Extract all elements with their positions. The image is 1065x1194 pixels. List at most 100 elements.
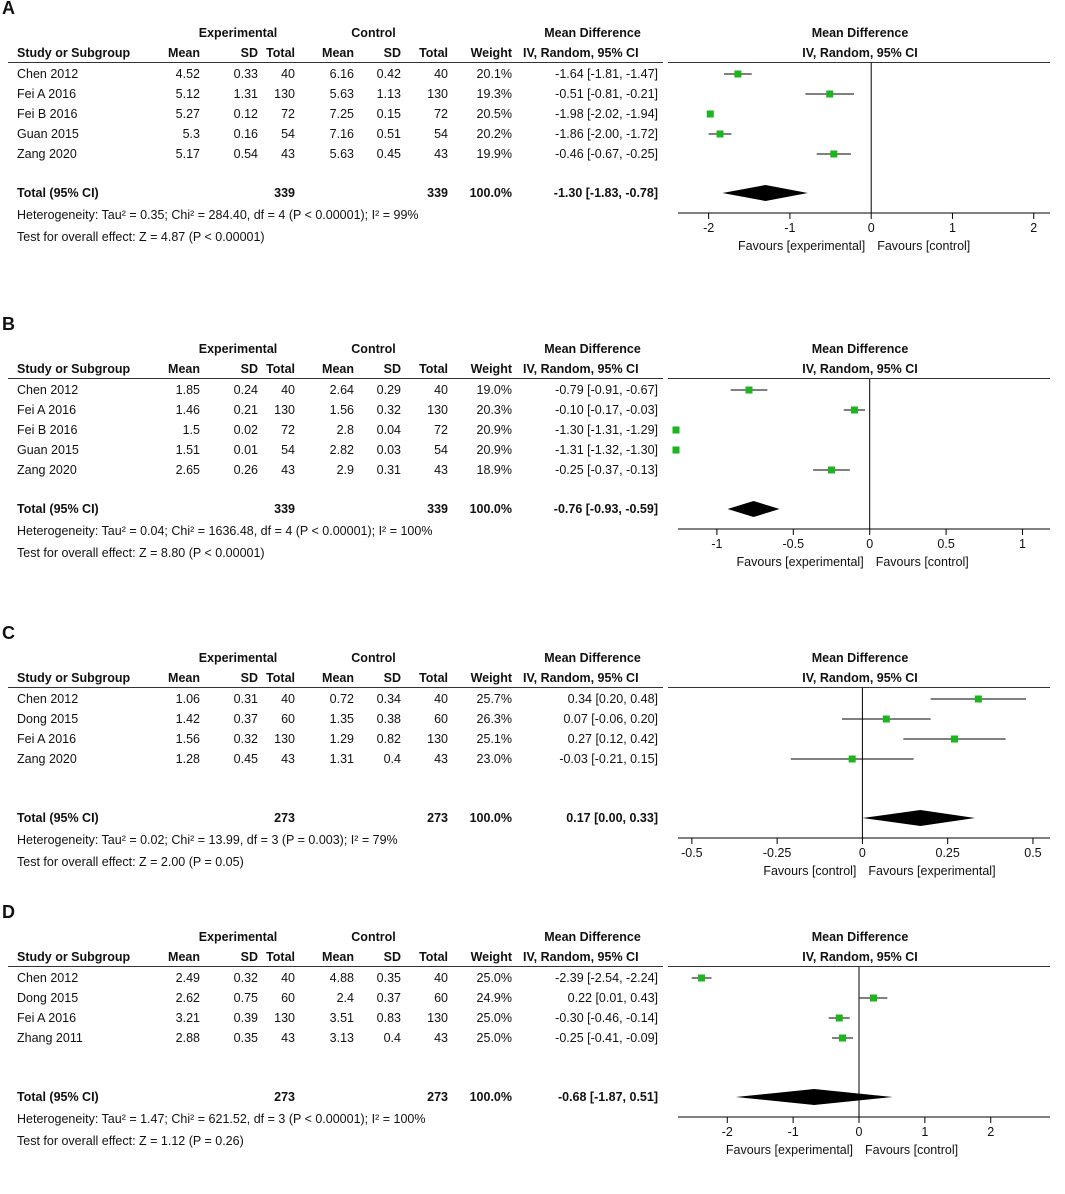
ci-value: -1.64 [-1.81, -1.47]	[555, 67, 658, 81]
ctrl-mean: 2.82	[329, 443, 354, 457]
ctrl-total: 54	[434, 443, 448, 457]
study-name: Dong 2015	[17, 712, 79, 726]
x-tick-label: 0	[868, 221, 875, 235]
exp-mean: 2.65	[175, 463, 200, 477]
x-tick-label: -0.5	[783, 537, 805, 551]
mean-difference-header: Mean Difference	[544, 651, 641, 665]
ctrl-total-header: Total	[419, 671, 448, 685]
weight-header: Weight	[470, 671, 512, 685]
exp-sd: 1.31	[233, 87, 258, 101]
study-name: Zang 2020	[17, 147, 77, 161]
exp-mean-header: Mean	[168, 950, 200, 964]
total-ci: -1.30 [-1.83, -0.78]	[553, 186, 658, 200]
ctrl-sd: 0.42	[376, 67, 401, 81]
ctrl-sd-header: SD	[383, 950, 401, 964]
ctrl-total: 40	[434, 67, 448, 81]
overall-effect-text: Test for overall effect: Z = 2.00 (P = 0…	[17, 855, 244, 869]
exp-sd: 0.24	[233, 383, 258, 397]
total-weight: 100.0%	[469, 1090, 512, 1104]
panel-label: D	[2, 902, 15, 922]
study-point	[672, 426, 680, 434]
study-point	[882, 715, 890, 723]
study-name: Zhang 2011	[17, 1031, 83, 1045]
favours-right-label: Favours [control]	[865, 1143, 958, 1157]
ctrl-sd: 0.34	[376, 692, 401, 706]
exp-mean: 4.52	[175, 67, 200, 81]
weight-header: Weight	[470, 46, 512, 60]
exp-total-header: Total	[266, 671, 295, 685]
x-tick-label: 1	[1019, 537, 1026, 551]
favours-left-label: Favours [experimental]	[726, 1143, 853, 1157]
total-ctrl-n: 339	[427, 186, 448, 200]
control-header: Control	[351, 930, 396, 944]
weight: 18.9%	[476, 463, 512, 477]
ctrl-mean: 4.88	[329, 971, 354, 985]
study-point	[706, 110, 714, 118]
study-point	[974, 695, 982, 703]
ci-value: -0.30 [-0.46, -0.14]	[555, 1011, 658, 1025]
exp-total-header: Total	[266, 950, 295, 964]
overall-effect-text: Test for overall effect: Z = 4.87 (P < 0…	[17, 230, 265, 244]
mean-difference-header: Mean Difference	[544, 342, 641, 356]
ctrl-sd: 0.29	[376, 383, 401, 397]
total-weight: 100.0%	[469, 811, 512, 825]
exp-total: 40	[281, 67, 295, 81]
total-exp-n: 273	[274, 1090, 295, 1104]
forest-header-rule	[668, 687, 1050, 688]
exp-mean: 1.85	[175, 383, 200, 397]
exp-mean: 1.42	[175, 712, 200, 726]
ctrl-total: 72	[434, 107, 448, 121]
ci-value: -0.25 [-0.41, -0.09]	[555, 1031, 658, 1045]
ctrl-total: 130	[427, 732, 448, 746]
exp-sd: 0.33	[233, 67, 258, 81]
exp-total: 43	[281, 147, 295, 161]
forest-plot-panel-c: C Experimental Control Mean Difference Mean …	[0, 623, 1065, 895]
exp-total: 72	[281, 107, 295, 121]
study-name: Guan 2015	[17, 443, 79, 457]
exp-sd: 0.54	[233, 147, 258, 161]
ci-value: 0.34 [0.20, 0.48]	[567, 692, 658, 706]
mean-difference-header: Mean Difference	[544, 26, 641, 40]
exp-sd: 0.01	[233, 443, 258, 457]
exp-total: 60	[281, 712, 295, 726]
pooled-effect-diamond	[735, 1089, 893, 1105]
exp-sd: 0.26	[233, 463, 258, 477]
ctrl-sd: 0.45	[376, 147, 401, 161]
ctrl-sd: 0.37	[376, 991, 401, 1005]
exp-sd-header: SD	[240, 950, 258, 964]
favours-left-label: Favours [control]	[763, 864, 856, 878]
ctrl-mean: 2.9	[336, 463, 354, 477]
ctrl-total: 130	[427, 1011, 448, 1025]
ctrl-mean-header: Mean	[322, 362, 354, 376]
ci-header: IV, Random, 95% CI	[523, 671, 639, 685]
ci-value: -1.86 [-2.00, -1.72]	[555, 127, 658, 141]
x-tick-label: -0.25	[763, 846, 792, 860]
exp-sd: 0.02	[233, 423, 258, 437]
ctrl-sd-header: SD	[383, 46, 401, 60]
x-tick-label: -1	[788, 1125, 799, 1139]
ctrl-sd: 0.03	[376, 443, 401, 457]
ctrl-sd: 0.51	[376, 127, 401, 141]
exp-mean: 2.62	[175, 991, 200, 1005]
exp-sd: 0.16	[233, 127, 258, 141]
ci-value: 0.22 [0.01, 0.43]	[567, 991, 658, 1005]
exp-total: 130	[274, 87, 295, 101]
study-point	[826, 90, 834, 98]
exp-mean-header: Mean	[168, 46, 200, 60]
ctrl-mean: 7.25	[329, 107, 354, 121]
study-point	[672, 446, 680, 454]
mean-difference-header: Mean Difference	[544, 930, 641, 944]
panel-label: A	[2, 0, 15, 18]
x-tick-label: 2	[1030, 221, 1037, 235]
x-tick-label: 0	[859, 846, 866, 860]
pooled-effect-diamond	[862, 810, 975, 826]
ctrl-total: 54	[434, 127, 448, 141]
study-point	[839, 1034, 847, 1042]
total-label: Total (95% CI)	[17, 1090, 99, 1104]
favours-left-label: Favours [experimental]	[738, 239, 865, 253]
ctrl-sd: 0.38	[376, 712, 401, 726]
total-weight: 100.0%	[469, 502, 512, 516]
exp-sd-header: SD	[240, 362, 258, 376]
weight: 20.1%	[476, 67, 512, 81]
study-point	[830, 150, 838, 158]
